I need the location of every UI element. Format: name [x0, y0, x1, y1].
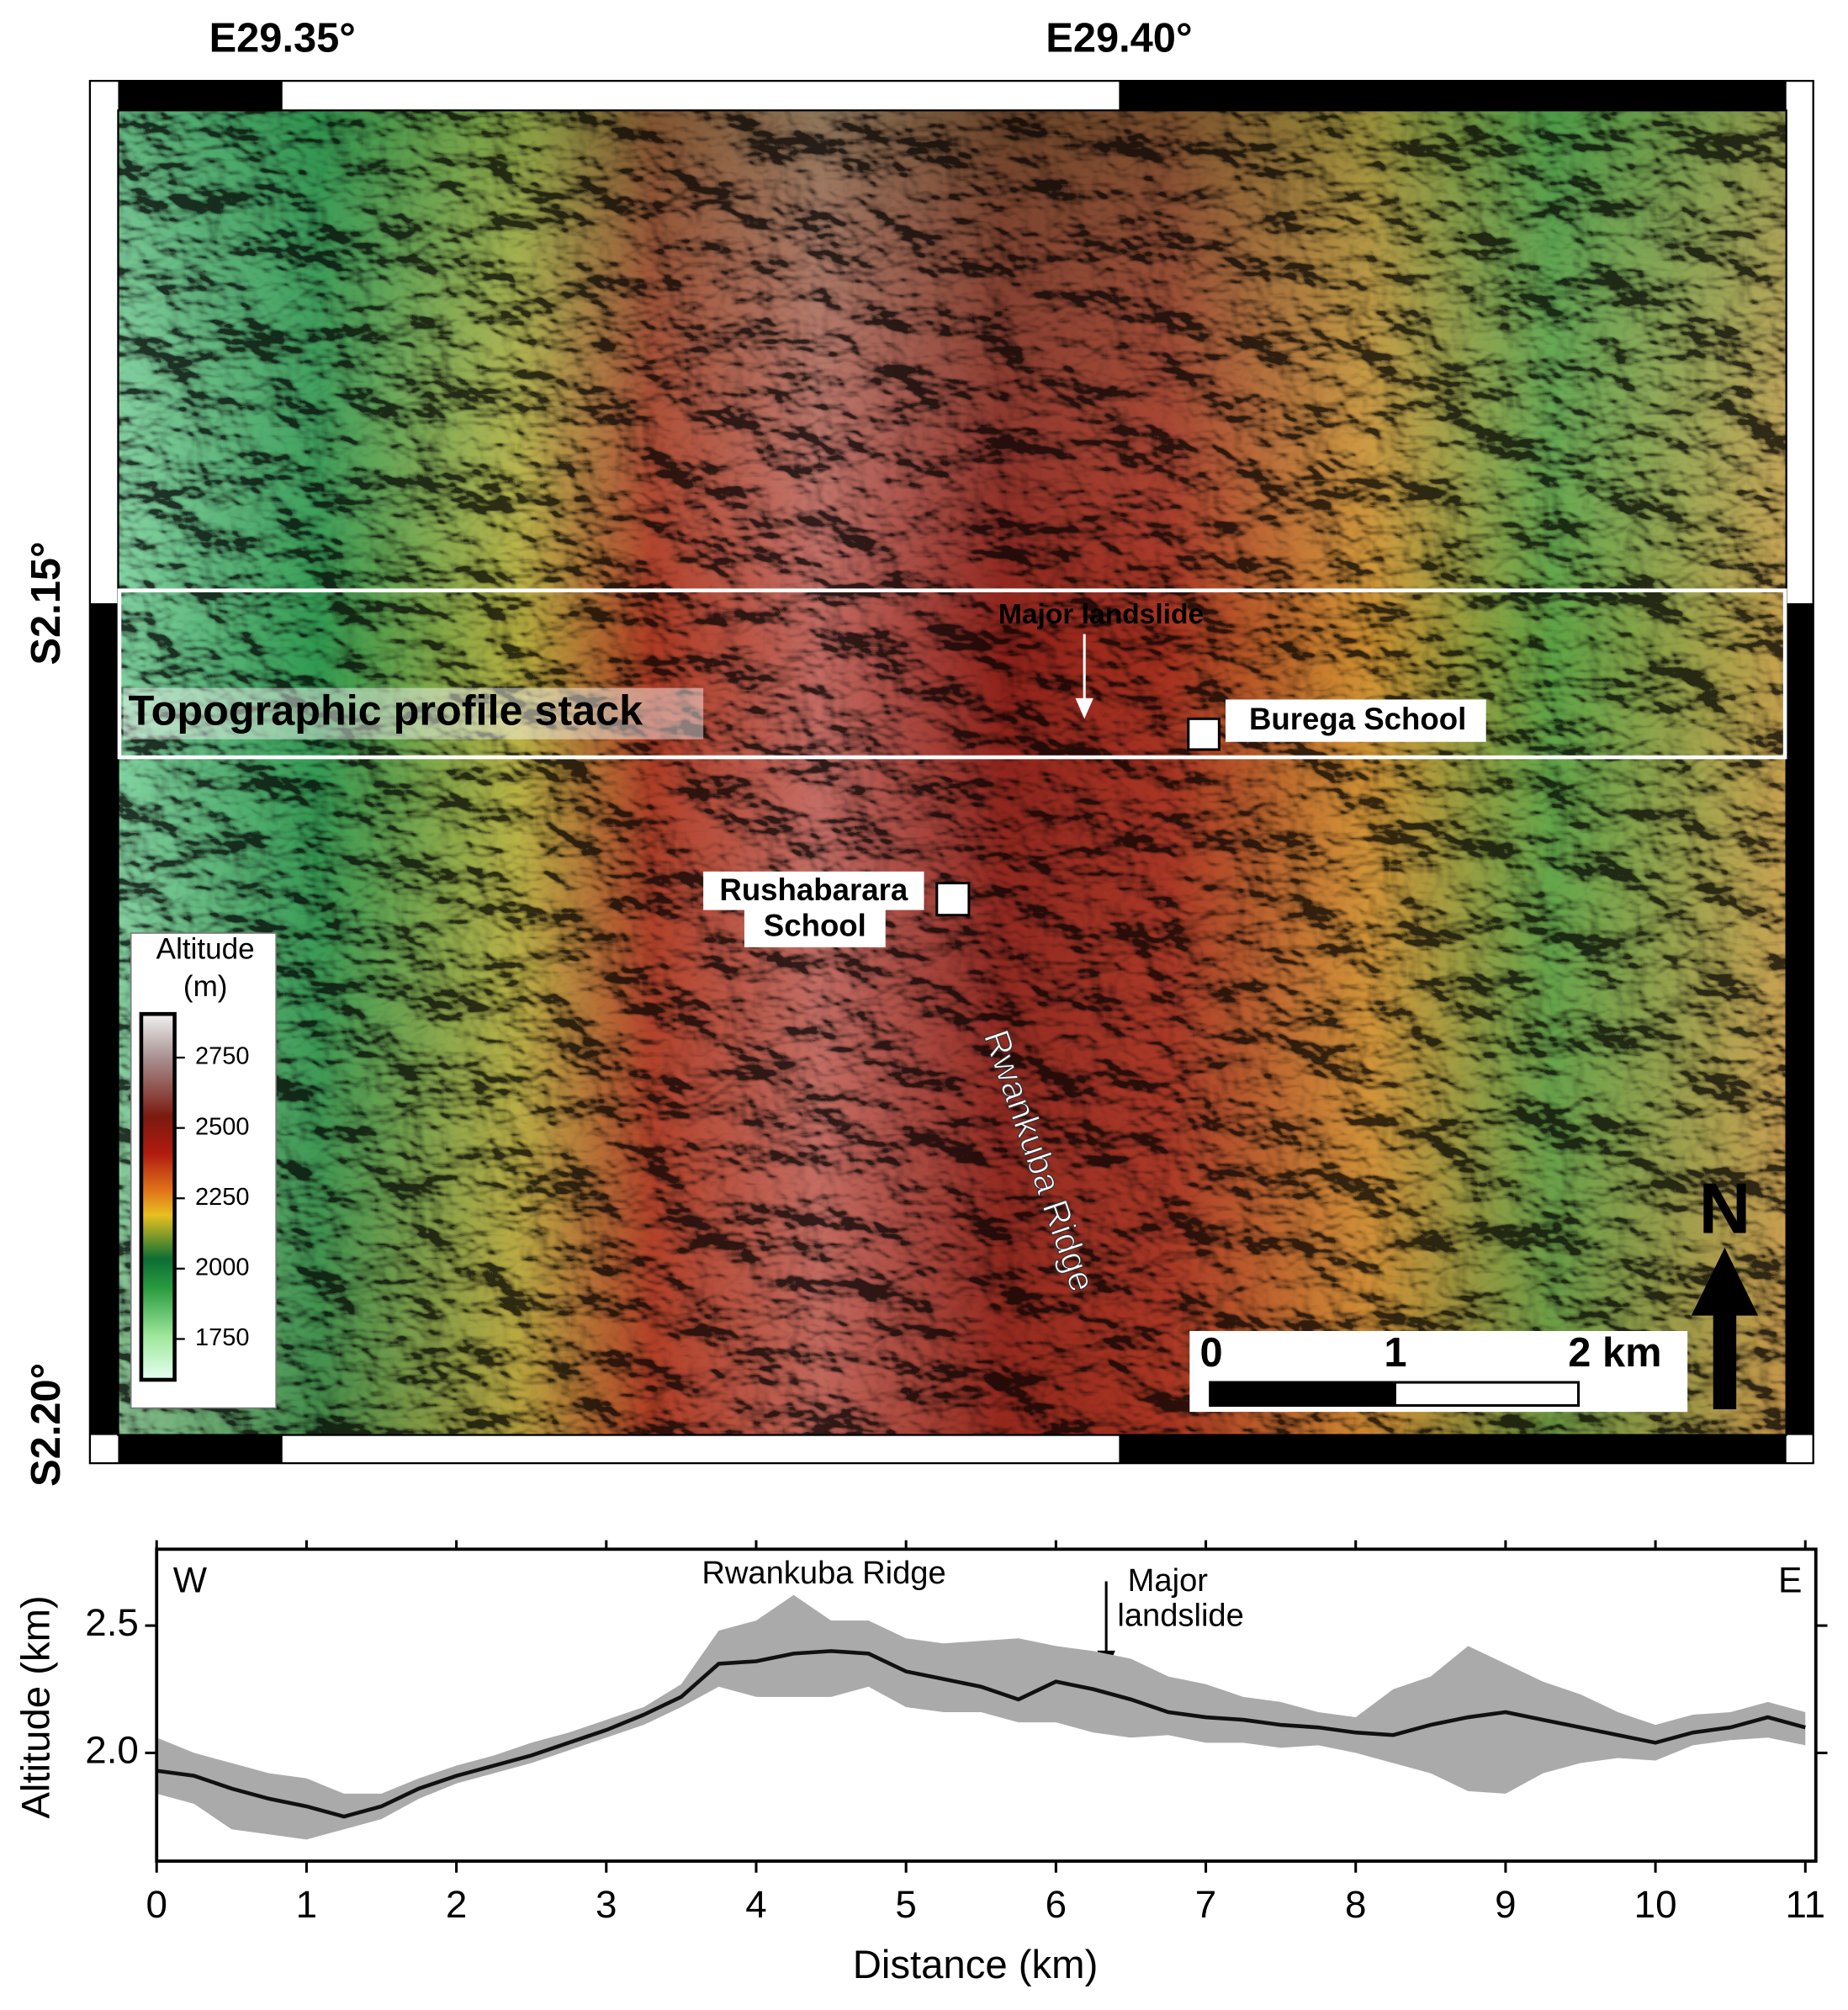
colorbar-title: (m) — [183, 970, 228, 1003]
x-tick-label: 8 — [1345, 1883, 1366, 1926]
profile-box — [117, 588, 1787, 760]
label-bg — [703, 871, 924, 910]
label-bg — [123, 687, 704, 740]
map-border — [117, 109, 1787, 1436]
x-tick-label: 0 — [146, 1883, 167, 1926]
profile-band — [156, 1594, 1806, 1840]
colorbar-tick-label: 2500 — [195, 1113, 249, 1140]
label-bg — [744, 909, 886, 947]
x-tick-label: 3 — [596, 1883, 617, 1926]
x-tick-label: 5 — [895, 1883, 916, 1926]
annotation: E — [1778, 1560, 1802, 1600]
north-arrow — [1691, 1247, 1759, 1410]
profile-label: Topographic profile stack — [129, 686, 643, 734]
frame-segment — [1786, 603, 1814, 1435]
scalebar-label: 1 — [1384, 1330, 1406, 1376]
colorbar-tick-label: 2000 — [195, 1254, 249, 1281]
x-tick-label: 9 — [1495, 1883, 1516, 1926]
lat-label: S2.15° — [24, 541, 69, 665]
school-label: Rushabarara — [719, 872, 908, 907]
annotation: Major — [1128, 1562, 1209, 1599]
frame-segment — [1119, 81, 1787, 111]
x-tick-label: 6 — [1046, 1883, 1067, 1926]
x-axis-label: Distance (km) — [853, 1943, 1099, 1987]
landslide-arrowhead — [1075, 697, 1093, 719]
school-marker — [935, 882, 971, 917]
x-tick-label: 4 — [745, 1883, 766, 1926]
hillshade — [118, 110, 1787, 1435]
lat-label: S2.20° — [24, 1363, 69, 1487]
colorbar-title: Altitude — [156, 933, 255, 966]
label-bg — [1226, 699, 1486, 742]
y-tick-label: 2.0 — [85, 1729, 139, 1772]
frame-segment — [1119, 1435, 1787, 1464]
profile-line — [156, 1649, 1806, 1819]
annotation: W — [173, 1560, 208, 1600]
x-tick-label: 11 — [1786, 1883, 1826, 1926]
x-tick-label: 7 — [1195, 1883, 1216, 1926]
frame-segment — [118, 1435, 283, 1464]
lon-label: E29.40° — [1046, 16, 1192, 61]
north-label: N — [1699, 1169, 1751, 1249]
annotation: Rwankuba Ridge — [702, 1555, 945, 1591]
frame-segment — [118, 81, 283, 111]
colorbar-tick-label: 2750 — [195, 1043, 249, 1070]
y-tick-label: 2.5 — [85, 1601, 139, 1644]
scalebar-segment — [1210, 1382, 1396, 1406]
y-axis-label: Altitude (km) — [13, 1595, 58, 1818]
colorbar — [139, 1011, 177, 1382]
landslide-label: Major landslide — [998, 599, 1204, 630]
school-marker — [1187, 717, 1221, 751]
x-tick-label: 10 — [1634, 1883, 1677, 1926]
school-label: School — [764, 909, 866, 943]
scalebar-label: 0 — [1199, 1330, 1222, 1376]
x-tick-label: 1 — [296, 1883, 317, 1926]
plot-frame — [155, 1547, 1818, 1863]
frame-segment — [89, 603, 119, 1435]
colorbar-tick-label: 1750 — [195, 1324, 249, 1351]
lon-label: E29.35° — [209, 16, 356, 61]
school-label: Burega School — [1249, 702, 1466, 736]
scalebar-label: 2 km — [1568, 1330, 1661, 1376]
annotation: landslide — [1117, 1597, 1244, 1633]
profile-chart: Distance (km) Altitude (km) W E Rwankuba… — [13, 1540, 1828, 1987]
colorbar-tick-label: 2250 — [195, 1184, 249, 1211]
x-tick-label: 2 — [446, 1883, 467, 1926]
map: E29.35° E29.40° S2.15° S2.20° Topographi… — [24, 16, 1814, 1487]
